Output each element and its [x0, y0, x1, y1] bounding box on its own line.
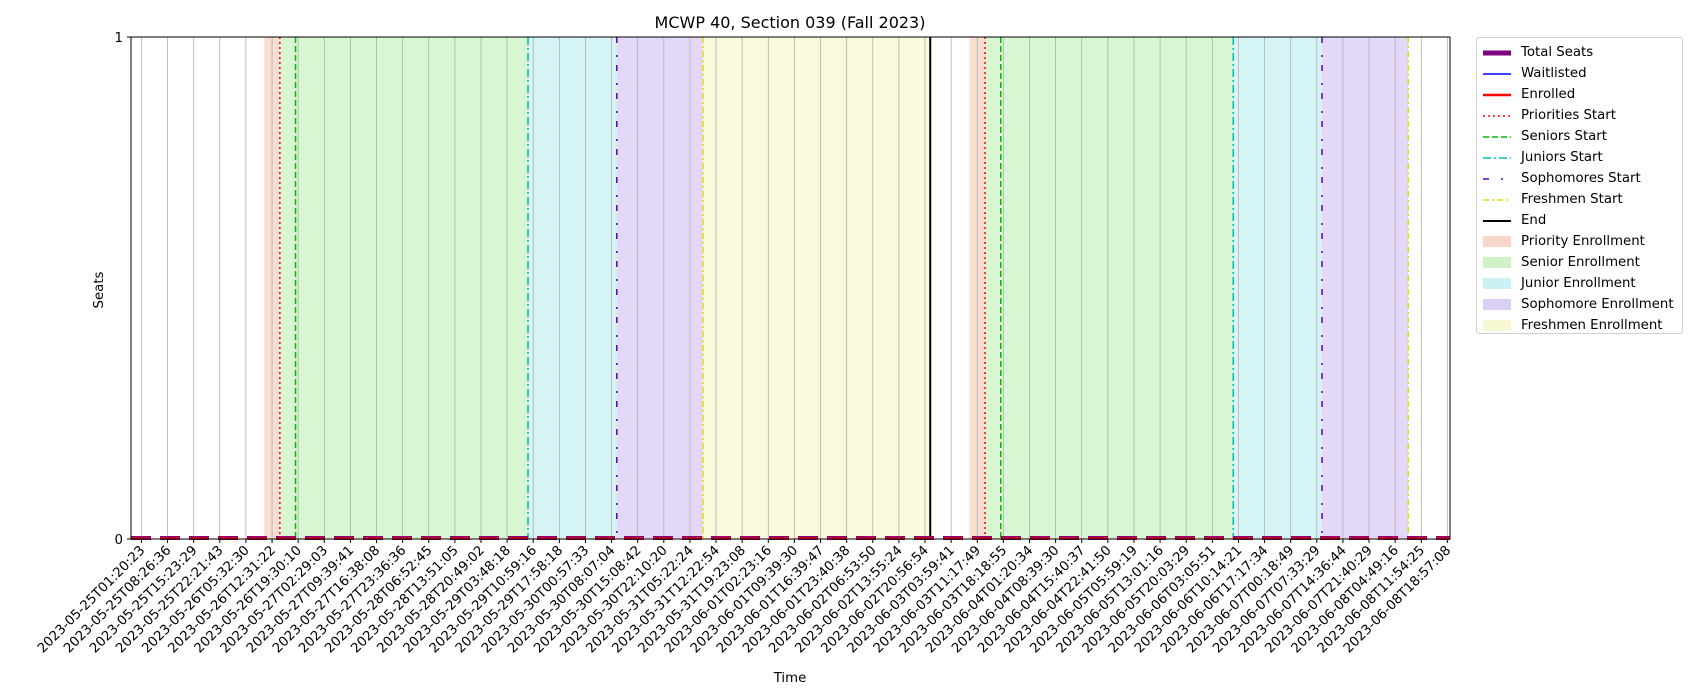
legend-item: Freshmen Enrollment [1477, 316, 1682, 336]
y-axis-label: Seats [92, 271, 107, 308]
legend-swatch [1482, 171, 1512, 187]
legend-label: Junior Enrollment [1521, 276, 1636, 291]
legend-swatch [1482, 213, 1512, 229]
legend-item: Seniors Start [1477, 127, 1682, 147]
legend-label: Freshmen Start [1521, 192, 1623, 207]
legend-swatch [1482, 150, 1512, 166]
legend-swatch [1482, 108, 1512, 124]
legend-item: Sophomore Enrollment [1477, 295, 1682, 315]
legend-label: Priorities Start [1521, 108, 1616, 123]
legend-item: Waitlisted [1477, 64, 1682, 84]
legend-swatch [1482, 45, 1512, 61]
legend-swatch [1482, 255, 1512, 271]
legend-item: Total Seats [1477, 43, 1682, 63]
legend-label: End [1521, 213, 1547, 228]
legend-item: Sophomores Start [1477, 169, 1682, 189]
y-tick-label: 1 [115, 31, 123, 46]
period-junior-enrollment [1233, 37, 1323, 539]
axes-frame [130, 36, 1451, 540]
period-senior-enrollment [985, 37, 1234, 539]
legend-label: Waitlisted [1521, 66, 1587, 81]
period-freshmen-enrollment [703, 37, 931, 539]
legend-item: End [1477, 211, 1682, 231]
chart-title: MCWP 40, Section 039 (Fall 2023) [655, 13, 926, 32]
x-axis-label: Time [773, 671, 807, 686]
legend-label: Total Seats [1521, 45, 1594, 60]
legend-label: Senior Enrollment [1521, 255, 1640, 270]
legend-swatch [1482, 318, 1512, 334]
legend-item: Senior Enrollment [1477, 253, 1682, 273]
period-sophomore-enrollment [1322, 37, 1409, 539]
y-tick-label: 0 [115, 533, 123, 548]
chart-legend: Total Seats Waitlisted Enrolled Priorities … [1476, 37, 1683, 334]
legend-swatch [1482, 66, 1512, 82]
legend-item: Enrolled [1477, 85, 1682, 105]
legend-item: Freshmen Start [1477, 190, 1682, 210]
legend-label: Sophomores Start [1521, 171, 1641, 186]
period-junior-enrollment [528, 37, 617, 539]
legend-item: Priorities Start [1477, 106, 1682, 126]
period-senior-enrollment [279, 37, 529, 539]
plot-area: 012023-05-25T01:20:232023-05-25T08:26:36… [35, 31, 1454, 656]
legend-label: Seniors Start [1521, 129, 1607, 144]
legend-item: Juniors Start [1477, 148, 1682, 168]
legend-label: Juniors Start [1521, 150, 1603, 165]
legend-label: Sophomore Enrollment [1521, 297, 1674, 312]
legend-label: Enrolled [1521, 87, 1576, 102]
legend-item: Priority Enrollment [1477, 232, 1682, 252]
legend-swatch [1482, 297, 1512, 313]
legend-item: Junior Enrollment [1477, 274, 1682, 294]
legend-swatch [1482, 192, 1512, 208]
legend-swatch [1482, 276, 1512, 292]
legend-label: Freshmen Enrollment [1521, 318, 1663, 333]
legend-swatch [1482, 87, 1512, 103]
period-sophomore-enrollment [616, 37, 704, 539]
legend-label: Priority Enrollment [1521, 234, 1645, 249]
legend-swatch [1482, 129, 1512, 145]
legend-swatch [1482, 234, 1512, 250]
